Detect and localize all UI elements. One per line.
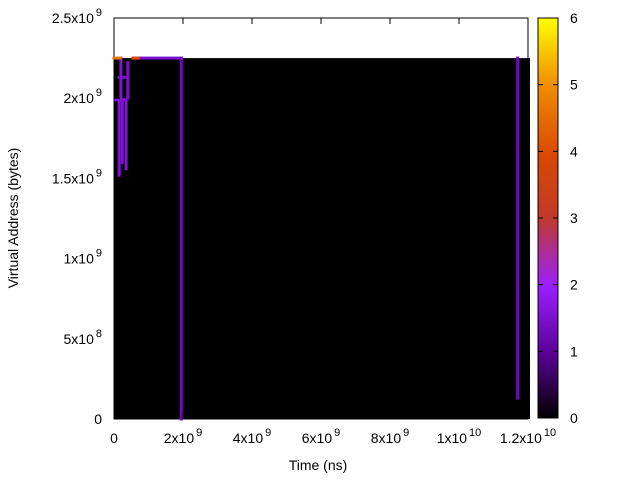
heatmap-background xyxy=(114,58,530,419)
heatmap-segment xyxy=(126,61,130,100)
colorbar-tick-label: 0 xyxy=(570,410,578,426)
x-tick-label: 8x10 9 xyxy=(371,427,409,446)
heatmap-segment xyxy=(124,99,128,171)
heatmap-segment xyxy=(112,56,122,60)
y-axis-label: Virtual Address (bytes) xyxy=(5,148,21,289)
colorbar-tick-label: 4 xyxy=(570,143,578,159)
heatmap-segment xyxy=(120,98,124,164)
x-axis-ticks: 0 2x10 9 4x10 9 6x10 9 8x10 9 1x10 10 1.2x10 10 xyxy=(110,18,556,446)
x-tick-label: 1x10 10 xyxy=(437,427,482,446)
x-tick-label: 4x10 9 xyxy=(233,427,271,446)
x-axis-label: Time (ns) xyxy=(289,457,348,473)
heatmap-segment xyxy=(179,56,183,421)
colorbar-tick-label: 5 xyxy=(570,77,578,93)
heatmap-segment xyxy=(117,98,121,177)
x-tick-label: 1.2x10 10 xyxy=(500,427,556,446)
y-tick-label: 1x10 9 xyxy=(64,248,102,267)
y-tick-label: 2.5x10 9 xyxy=(52,7,102,26)
heatmap-segment xyxy=(132,56,183,60)
colorbar-ticks: 0 1 2 3 4 5 6 xyxy=(538,10,578,426)
y-tick-label: 2x10 9 xyxy=(64,87,102,106)
colorbar-tick-label: 6 xyxy=(570,10,578,26)
y-axis-ticks: 0 5x10 8 1x10 9 1.5x10 9 2x10 9 2.5x10 9 xyxy=(52,7,528,427)
heatmap-segment xyxy=(117,75,128,79)
y-tick-label: 5x10 8 xyxy=(64,328,102,347)
x-tick-label: 0 xyxy=(110,430,118,446)
x-tick-label: 2x10 9 xyxy=(164,427,202,446)
x-tick-label: 6x10 9 xyxy=(302,427,340,446)
colorbar-tick-label: 3 xyxy=(570,210,578,226)
y-tick-label: 0 xyxy=(94,411,102,427)
colorbar-tick-label: 1 xyxy=(570,343,578,359)
y-tick-label: 1.5x10 9 xyxy=(52,167,102,186)
heatmap-segments xyxy=(112,56,520,421)
heatmap-segment xyxy=(131,56,140,60)
heatmap-segment xyxy=(114,98,128,102)
heatmap-segment xyxy=(516,56,520,400)
colorbar-tick-label: 2 xyxy=(570,277,578,293)
